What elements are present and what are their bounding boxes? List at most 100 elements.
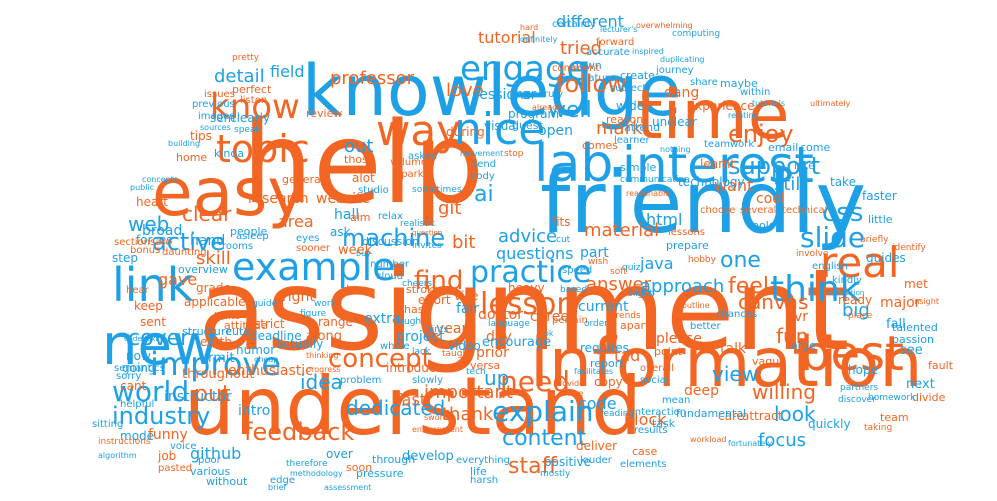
word-outline: outline xyxy=(682,301,710,310)
word-thank: thank xyxy=(442,404,494,425)
word-figure: figure xyxy=(300,309,327,319)
word-discussion: discussion xyxy=(362,235,420,248)
word-pressure: pressure xyxy=(356,467,404,480)
word-care: care xyxy=(718,409,745,423)
word-idea: idea xyxy=(300,370,343,394)
word-nice: nice xyxy=(454,104,546,155)
word-enthusiastic: enthusiastic xyxy=(228,363,313,379)
word-pertain: pertain xyxy=(552,315,588,326)
word-vice: vice xyxy=(454,289,479,303)
word-workload: workload xyxy=(690,435,727,444)
word-computing: computing xyxy=(672,29,721,39)
word-effort: effort xyxy=(418,293,451,307)
word-machine: machine xyxy=(342,224,446,252)
word-area: area xyxy=(278,212,314,231)
word-within: within xyxy=(740,87,771,98)
word-talented: talented xyxy=(892,321,938,334)
word-email: email xyxy=(768,141,799,154)
word-unclear: unclear xyxy=(652,115,697,129)
word-field: field xyxy=(270,62,305,81)
word-life: life xyxy=(470,465,487,478)
word-forward: forward xyxy=(596,37,635,48)
word-language: language xyxy=(488,319,530,329)
word-html: html xyxy=(646,210,683,229)
word-fun: fun xyxy=(776,324,809,348)
word-bit: bit xyxy=(452,232,476,253)
word-cool: cool xyxy=(756,191,785,207)
word-briefly: briefly xyxy=(860,235,889,245)
word-skill: skill xyxy=(196,248,231,269)
word-take: take xyxy=(830,175,856,189)
word-fits: fits xyxy=(552,215,571,229)
word-cute: cute xyxy=(226,325,251,338)
word-interaction: interaction xyxy=(632,407,687,418)
word-well: well xyxy=(548,98,592,123)
word-wish: wish xyxy=(588,257,609,267)
word-images: images xyxy=(198,111,235,122)
word-aim: aim xyxy=(350,211,371,224)
word-send: send xyxy=(472,159,497,170)
word-guest: guest xyxy=(512,119,543,132)
word-apart: apart xyxy=(620,319,650,332)
word-invites: invites xyxy=(412,241,442,251)
word-simple: simple xyxy=(620,161,657,174)
word-provide: provide xyxy=(554,379,585,388)
word-learnt: learnt xyxy=(700,157,736,171)
word-hobby: hobby xyxy=(688,255,716,265)
word-helpful: helpful xyxy=(120,399,155,410)
word-going: going xyxy=(122,361,156,375)
word-hope: hope xyxy=(848,363,878,377)
word-choose: choose xyxy=(700,205,736,216)
word-facilitates: facilitates xyxy=(574,367,614,376)
word-hints: hints xyxy=(426,325,449,335)
word-better: better xyxy=(690,321,721,332)
word-late: late xyxy=(794,159,815,172)
word-kinda: kinda xyxy=(214,147,245,160)
word-studio: studio xyxy=(358,185,389,196)
word-job: job xyxy=(158,449,177,463)
word-laugh: laugh xyxy=(396,317,422,327)
word-duplicating: duplicating xyxy=(660,55,705,64)
word-cant: cant xyxy=(120,379,147,393)
word-different: different xyxy=(556,12,624,31)
word-insight: insight xyxy=(912,297,939,306)
word-results: results xyxy=(634,425,668,436)
word-alot: alot xyxy=(352,171,375,185)
word-taught: taught xyxy=(442,349,472,359)
word-asked: asked xyxy=(408,151,438,162)
word-concept: concept xyxy=(328,344,432,374)
word-sem: sem xyxy=(210,111,236,125)
word-problem: problem xyxy=(340,375,382,386)
word-ok: ok xyxy=(544,329,554,338)
word-movement: movement xyxy=(460,149,504,158)
word-now: now xyxy=(126,349,151,363)
word-cheers: cheers xyxy=(402,279,433,289)
word-question: question xyxy=(412,229,443,237)
word-building: building xyxy=(168,139,201,148)
word-approach: approach xyxy=(640,276,725,297)
word-general: general xyxy=(282,173,324,186)
word-know: know xyxy=(210,87,300,127)
word-website: website xyxy=(316,191,371,207)
word-identify: identify xyxy=(892,243,926,253)
word-rooms: rooms xyxy=(222,241,254,252)
word-lack: lack xyxy=(412,347,431,357)
word-hall: hall xyxy=(334,207,360,223)
word-dedicated: dedicated xyxy=(346,396,446,420)
word-one: one xyxy=(720,248,761,273)
word-overview: overview xyxy=(178,263,228,276)
word-hear: hear xyxy=(126,285,149,296)
word-reasonable: reasonable xyxy=(626,189,671,198)
word-english: english xyxy=(812,261,848,272)
word-over: over xyxy=(326,447,353,461)
word-cloud: cloud xyxy=(376,271,404,282)
word-link: link xyxy=(112,258,194,312)
word-sessions: sessions xyxy=(472,87,532,103)
word-hand: hand xyxy=(190,233,226,249)
word-edge: edge xyxy=(270,475,295,486)
word-tutorial: tutorial xyxy=(478,28,536,47)
word-see: see xyxy=(900,343,923,358)
word-algorithm: algorithm xyxy=(98,451,137,460)
word-important: important xyxy=(424,382,513,403)
